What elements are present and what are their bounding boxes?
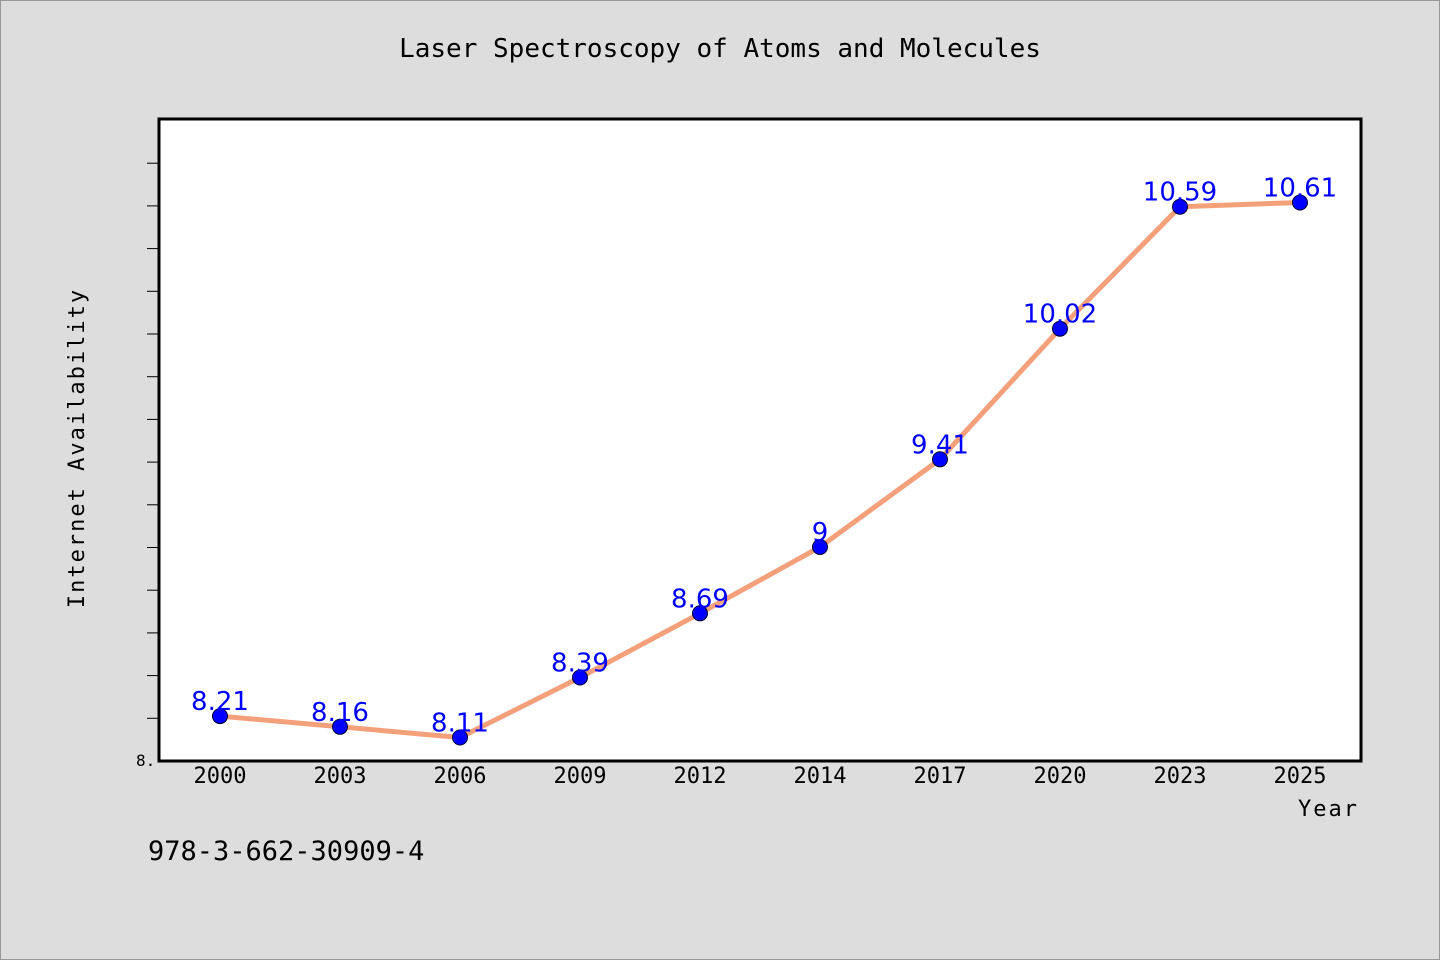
data-point	[332, 718, 348, 735]
data-label: 8.69	[671, 584, 729, 614]
isbn-text: 978-3-662-30909-4	[148, 836, 425, 867]
x-tick-label: 2009	[554, 764, 607, 789]
x-axis-label: Year	[1298, 797, 1359, 822]
x-tick-label: 2012	[674, 764, 727, 789]
data-label: 10.02	[1023, 300, 1097, 330]
x-tick-label: 2017	[914, 764, 967, 789]
data-label: 8.16	[311, 698, 369, 728]
x-tick-label: 2003	[314, 764, 367, 789]
data-markers	[212, 194, 1308, 746]
data-point	[692, 605, 708, 622]
data-label: 10.61	[1263, 174, 1337, 204]
data-point	[932, 451, 948, 468]
data-labels: 8.21 8.16 8.11 8.39 8.69 9 9.41 10.02 10.59 10.61	[191, 174, 1337, 739]
x-tick-label: 2023	[1154, 764, 1207, 789]
data-label: 9	[812, 518, 829, 548]
data-point	[212, 708, 228, 725]
series-line	[217, 200, 1303, 740]
data-point	[1292, 194, 1308, 211]
x-tick-label: 2025	[1274, 764, 1327, 789]
data-point	[812, 539, 828, 555]
data-label: 8.39	[551, 649, 609, 679]
chart-title: Laser Spectroscopy of Atoms and Molecule…	[399, 34, 1041, 64]
y-axis-label: Internet Availability	[65, 288, 90, 608]
data-point	[1052, 320, 1068, 337]
x-tick-label: 2000	[194, 764, 247, 789]
data-point	[572, 669, 588, 686]
x-tick-label: 2014	[794, 764, 847, 789]
data-label: 9.41	[911, 430, 969, 460]
plot-area	[157, 117, 1363, 763]
data-label: 10.59	[1143, 178, 1217, 208]
data-point	[1172, 198, 1188, 215]
y-tick-label: 8.	[136, 751, 155, 770]
x-tick-label: 2020	[1034, 764, 1087, 789]
x-axis-tick-labels: 2000 2003 2006 2009 2012 2014 2017 2020 2023 2025	[194, 764, 1327, 789]
y-axis-ticks	[147, 162, 159, 719]
data-point	[452, 729, 468, 746]
data-label: 8.11	[431, 709, 489, 739]
x-tick-label: 2006	[434, 764, 487, 789]
data-label: 8.21	[191, 687, 249, 717]
